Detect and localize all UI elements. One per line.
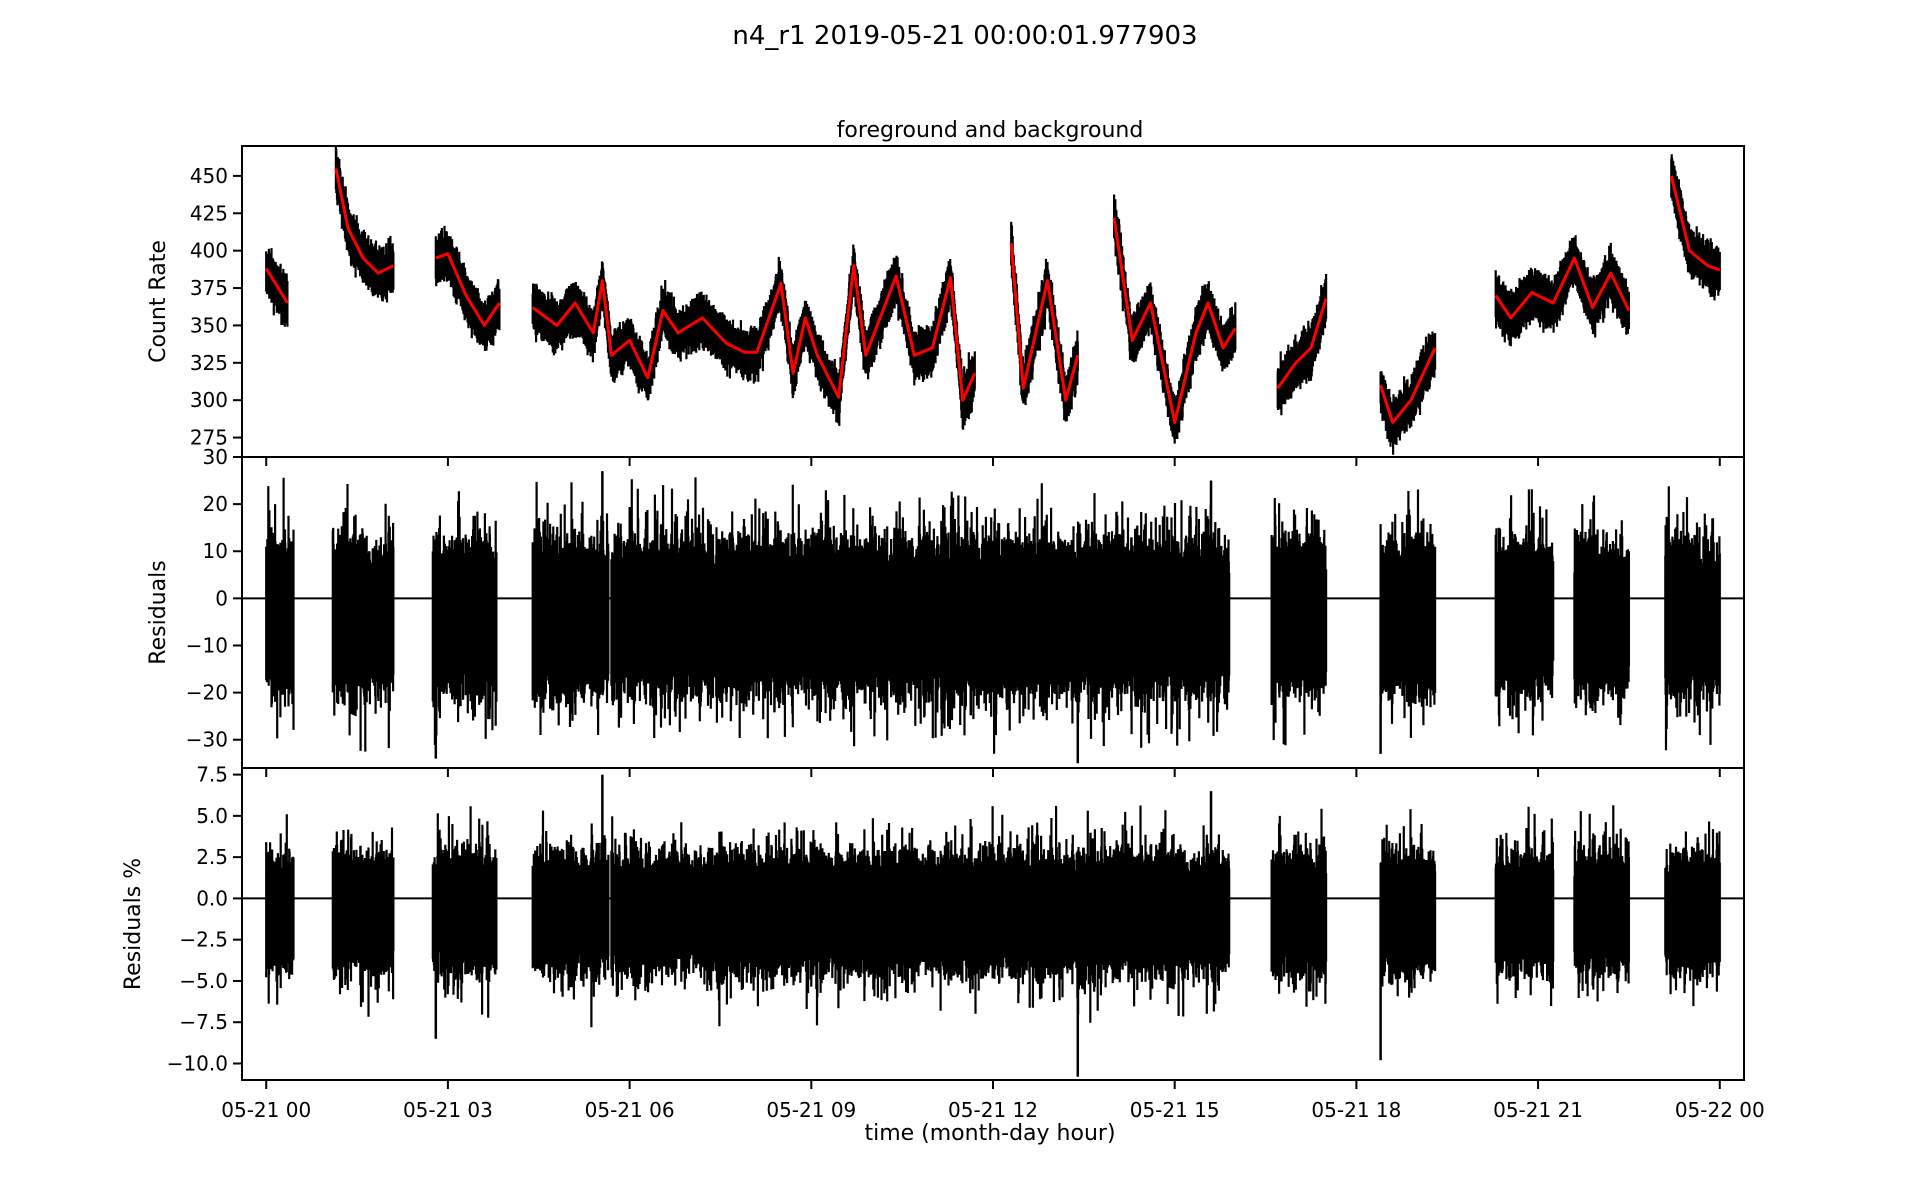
count-rate-scatter <box>531 244 976 430</box>
y-tick-label: 275 <box>190 426 228 450</box>
residual-scatter <box>331 484 395 752</box>
residuals-axis-label: Residuals <box>146 560 171 664</box>
residuals-percent-axis-label: Residuals % <box>121 858 146 990</box>
plot-area <box>242 471 1744 764</box>
count-rate-scatter <box>1494 235 1630 347</box>
residual-scatter <box>610 805 1231 1027</box>
y-tick-label: 350 <box>190 313 228 337</box>
residual-scatter <box>431 806 498 1018</box>
time-axis-label: time (month-day hour) <box>864 1121 1115 1146</box>
y-tick-label: −5.0 <box>179 969 228 993</box>
residual-scatter <box>531 481 610 735</box>
x-tick-label: 05-21 15 <box>1130 1098 1220 1122</box>
x-tick-label: 05-21 21 <box>1493 1098 1583 1122</box>
residual-scatter <box>1664 821 1721 1007</box>
y-tick-label: 7.5 <box>196 763 228 787</box>
residual-scatter <box>431 491 498 745</box>
y-tick-label: 400 <box>190 239 228 263</box>
figure-title: n4_r1 2019-05-21 00:00:01.977903 <box>732 21 1197 51</box>
residual-scatter <box>1270 808 1328 1007</box>
residual-scatter <box>531 810 610 1028</box>
model-fit-line <box>1379 347 1437 425</box>
count-rate-scatter <box>1276 274 1328 416</box>
model-fit-line <box>531 264 977 402</box>
model-fit-line <box>1009 243 1080 402</box>
model-fit-line <box>1669 175 1721 272</box>
residual-scatter <box>265 477 295 739</box>
residual-scatter <box>610 477 1231 754</box>
count-rate-scatter <box>1113 194 1237 444</box>
y-tick-label: −10.0 <box>167 1051 228 1075</box>
x-tick-label: 05-22 00 <box>1675 1098 1765 1122</box>
residual-scatter <box>1379 809 1437 998</box>
model-fit-line <box>334 168 395 275</box>
count-rate-scatter <box>334 146 395 303</box>
model-fit-line <box>1494 256 1631 320</box>
y-tick-label: −30 <box>186 728 228 752</box>
y-tick-label: 325 <box>190 351 228 375</box>
y-tick-label: 300 <box>190 388 228 412</box>
plot-area <box>242 774 1744 1077</box>
x-tick-label: 05-21 09 <box>766 1098 856 1122</box>
count-rate-scatter <box>1379 331 1437 455</box>
residual-scatter <box>265 814 295 1005</box>
count-rate-scatter <box>1670 154 1721 301</box>
residual-scatter <box>1270 498 1328 746</box>
residual-scatter <box>1573 805 1630 1002</box>
count-rate-axis-label: Count Rate <box>146 240 171 363</box>
y-tick-label: 2.5 <box>196 845 228 869</box>
residuals-percent-panel: −10.0 −7.5 −5.0 −2.5 0.0 2.5 5.0 7.5 05-21 00 05-… <box>167 763 1765 1122</box>
x-tick-label: 05-21 18 <box>1311 1098 1401 1122</box>
y-tick-label: −2.5 <box>179 928 228 952</box>
y-tick-label: 425 <box>190 201 228 225</box>
x-tick-label: 05-21 00 <box>221 1098 311 1122</box>
model-fit-line <box>264 267 289 304</box>
y-tick-label: 5.0 <box>196 804 228 828</box>
residual-scatter <box>1494 806 1555 1006</box>
x-tick-label: 05-21 12 <box>948 1098 1038 1122</box>
residual-scatter <box>1664 486 1721 751</box>
count-rate-scatter <box>434 225 501 351</box>
y-tick-label: 20 <box>203 492 228 516</box>
y-tick-label: −7.5 <box>179 1010 228 1034</box>
y-tick-label: 0.0 <box>196 886 228 910</box>
x-tick-label: 05-21 03 <box>403 1098 493 1122</box>
plot-area <box>264 146 1721 455</box>
model-fit-line <box>1112 217 1237 425</box>
x-tick-label: 05-21 06 <box>585 1098 675 1122</box>
y-tick-label: 10 <box>203 539 228 563</box>
model-fit-line <box>1276 298 1328 390</box>
panel-title: foreground and background <box>837 118 1144 143</box>
residuals-panel: −30 −20 −10 0 10 20 30 <box>186 445 1745 777</box>
residual-scatter <box>1494 489 1555 736</box>
residual-scatter <box>331 827 395 1017</box>
y-tick-label: 450 <box>190 164 228 188</box>
y-tick-label: 375 <box>190 276 228 300</box>
y-tick-label: −10 <box>186 633 228 657</box>
residual-scatter <box>1379 489 1437 738</box>
residual-scatter <box>1573 495 1630 726</box>
count-rate-panel: 275 300 325 350 375 400 425 450 <box>190 145 1745 466</box>
y-tick-label: 30 <box>203 445 228 469</box>
y-tick-label: 0 <box>215 586 228 610</box>
y-tick-label: −20 <box>186 681 228 705</box>
model-fit-line <box>435 252 501 327</box>
